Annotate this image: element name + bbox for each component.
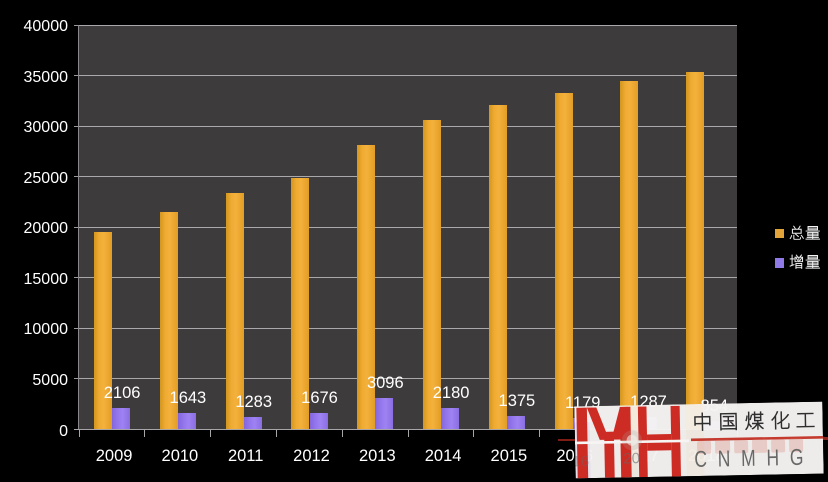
svg-text:20: 20 <box>623 450 640 467</box>
svg-text:16: 16 <box>574 453 589 470</box>
svg-text:CNMHG: CNMHG <box>694 445 814 472</box>
